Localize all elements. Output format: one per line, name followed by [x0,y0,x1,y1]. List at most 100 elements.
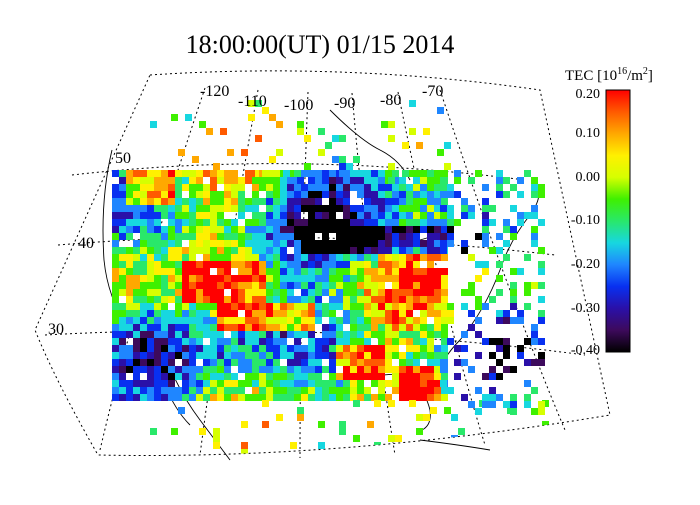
tec-pixel [315,366,322,373]
tec-pixel [315,247,322,254]
tec-pixel [524,303,531,310]
tec-pixel [126,247,133,254]
tec-pixel [371,373,378,380]
tec-pixel [182,261,189,268]
tec-pixel [217,191,224,198]
tec-pixel [210,177,217,184]
tec-pixel [402,142,409,149]
tec-pixel [378,254,385,261]
tec-pixel [392,205,399,212]
tec-pixel [510,366,517,373]
tec-pixel [475,387,482,394]
tec-pixel [420,205,427,212]
tec-pixel [482,240,489,247]
tec-pixel [350,226,357,233]
tec-pixel [252,345,259,352]
tec-pixel [301,170,308,177]
tec-pixel [203,352,210,359]
tec-pixel [301,184,308,191]
tec-pixel [454,170,461,177]
tec-pixel [392,296,399,303]
tec-pixel [175,275,182,282]
tec-pixel [420,366,427,373]
tec-pixel [210,324,217,331]
tec-pixel [350,366,357,373]
tec-pixel [322,352,329,359]
tec-pixel [294,282,301,289]
tec-pixel [217,240,224,247]
tec-pixel [259,345,266,352]
tec-pixel [259,247,266,254]
tec-pixel [252,359,259,366]
tec-pixel [308,317,315,324]
tec-pixel [420,219,427,226]
tec-pixel [440,177,447,184]
tec-pixel [364,338,371,345]
tec-pixel [140,219,147,226]
tec-pixel [294,254,301,261]
tec-pixel [287,233,294,240]
tec-pixel [119,331,126,338]
tec-pixel [245,359,252,366]
tec-pixel [294,303,301,310]
tec-pixel [399,380,406,387]
tec-pixel [343,380,350,387]
tec-pixel [385,226,392,233]
tec-pixel [378,233,385,240]
tec-pixel [119,261,126,268]
tec-pixel [280,177,287,184]
tec-pixel [454,191,461,198]
tec-pixel [336,247,343,254]
tec-pixel [399,205,406,212]
tec-pixel [350,303,357,310]
tec-pixel [224,170,231,177]
tec-pixel [126,324,133,331]
tec-pixel [217,359,224,366]
tec-pixel [147,338,154,345]
tec-pixel [427,212,434,219]
tec-pixel [420,282,427,289]
tec-pixel [119,380,126,387]
tec-pixel [315,226,322,233]
tec-pixel [315,394,322,401]
tec-pixel [454,345,461,352]
tec-pixel [385,310,392,317]
tec-pixel [168,205,175,212]
tec-pixel [231,226,238,233]
tec-pixel [315,338,322,345]
tec-pixel [147,345,154,352]
tec-pixel [259,275,266,282]
tec-pixel [357,296,364,303]
tec-pixel [434,170,441,177]
tec-pixel [461,289,468,296]
tec-pixel [489,373,496,380]
tec-pixel [308,240,315,247]
tec-pixel [454,359,461,366]
tec-pixel [427,394,434,401]
tec-pixel [343,331,350,338]
tec-pixel [308,331,315,338]
tec-pixel [224,282,231,289]
tec-pixel [231,317,238,324]
tec-pixel [252,331,259,338]
tec-pixel [154,352,161,359]
tec-pixel [189,233,196,240]
tec-pixel [196,338,203,345]
tec-pixel [343,366,350,373]
tec-pixel [238,198,245,205]
tec-pixel [196,366,203,373]
tec-pixel [245,219,252,226]
tec-pixel [210,240,217,247]
tec-pixel [224,275,231,282]
tec-pixel [231,170,238,177]
tec-pixel [196,191,203,198]
tec-pixel [280,233,287,240]
tec-pixel [294,219,301,226]
tec-pixel [489,247,496,254]
tec-pixel [241,442,248,449]
tec-pixel [224,219,231,226]
tec-pixel [357,177,364,184]
tec-pixel [266,303,273,310]
tec-pixel [294,380,301,387]
tec-pixel [189,219,196,226]
